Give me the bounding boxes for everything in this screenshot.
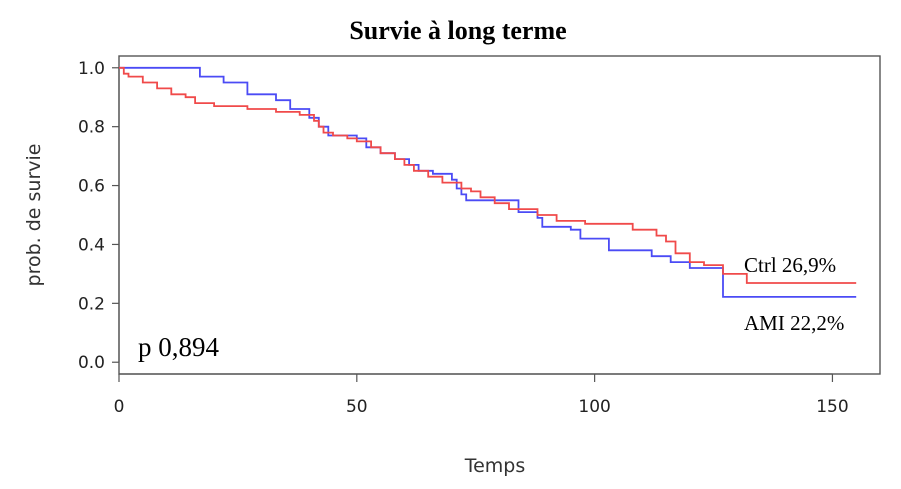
- x-tick-label: 100: [578, 397, 610, 417]
- x-axis-label: Temps: [464, 455, 526, 477]
- chart-title: Survie à long terme: [349, 16, 566, 45]
- y-tick-label: 0.4: [78, 235, 105, 255]
- y-tick-label: 0.6: [78, 177, 105, 197]
- y-axis: 0.0 0.2 0.4 0.6 0.8 1.0: [78, 59, 120, 373]
- p-value-annotation: p 0,894: [138, 332, 220, 362]
- series-layer: [119, 66, 857, 298]
- series-line-ctrl: [119, 66, 857, 284]
- y-tick-label: 0.0: [78, 353, 105, 373]
- x-tick-label: 150: [816, 397, 848, 417]
- ctrl-end-label: Ctrl 26,9%: [744, 253, 836, 277]
- x-axis: 0 50 100 150: [114, 373, 849, 417]
- y-tick-label: 0.2: [78, 294, 105, 314]
- y-tick-label: 0.8: [78, 118, 105, 138]
- ami-end-label: AMI 22,2%: [744, 311, 844, 335]
- x-tick-label: 0: [114, 397, 125, 417]
- series-line-ami: [119, 66, 857, 298]
- y-axis-label: prob. de survie: [23, 144, 45, 287]
- y-tick-label: 1.0: [78, 59, 105, 79]
- x-tick-label: 50: [346, 397, 368, 417]
